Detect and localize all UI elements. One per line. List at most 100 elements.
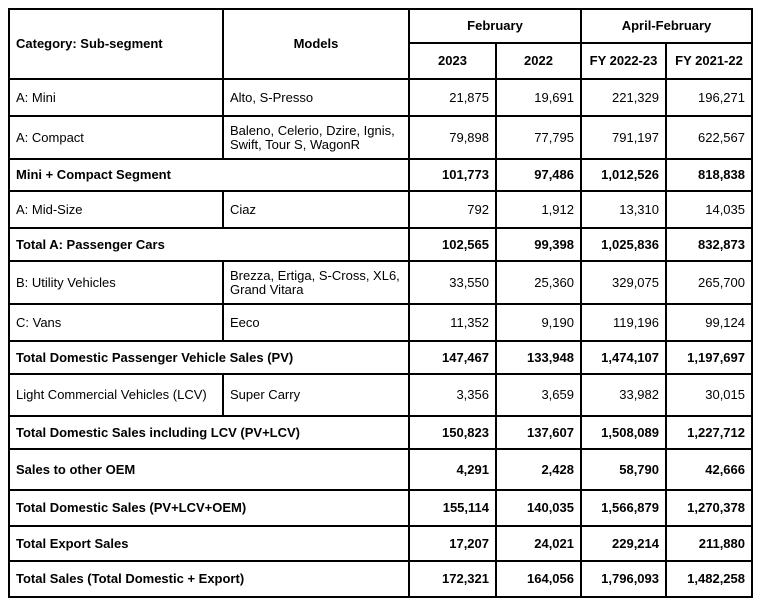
table-row: A: Compact Baleno, Celerio, Dzire, Ignis,… <box>8 115 753 160</box>
value-cell-fy-2022-23: 1,012,526 <box>580 158 667 192</box>
value-cell-feb-2022: 140,035 <box>495 489 582 527</box>
value-cell-feb-2022: 9,190 <box>495 303 582 342</box>
value-cell-feb-2023: 792 <box>408 190 497 229</box>
value-cell-fy-2021-22: 622,567 <box>665 115 753 160</box>
total-row: Mini + Compact Segment 101,773 97,486 1,012… <box>8 158 753 192</box>
total-row: Total Export Sales 17,207 24,021 229,214 211… <box>8 525 753 562</box>
value-cell-fy-2021-22: 196,271 <box>665 78 753 117</box>
header-feb-2023: 2023 <box>408 42 497 80</box>
value-cell-fy-2021-22: 211,880 <box>665 525 753 562</box>
table-row: A: Mini Alto, S-Presso 21,875 19,691 221,329… <box>8 78 753 117</box>
value-cell-feb-2023: 150,823 <box>408 415 497 450</box>
header-row-years: 2023 2022 FY 2022-23 FY 2021-22 <box>9 42 753 80</box>
value-cell-fy-2022-23: 229,214 <box>580 525 667 562</box>
header-group-april-february: April-February <box>580 8 753 44</box>
value-cell-feb-2022: 1,912 <box>495 190 582 229</box>
header-models: Models <box>222 8 410 80</box>
total-row: Total A: Passenger Cars 102,565 99,398 1,02… <box>8 227 753 262</box>
total-label-cell: Mini + Compact Segment <box>8 158 410 192</box>
value-cell-fy-2022-23: 221,329 <box>580 78 667 117</box>
value-cell-fy-2021-22: 265,700 <box>665 260 753 305</box>
category-cell: B: Utility Vehicles <box>8 260 224 305</box>
header-group-february: February <box>408 8 582 44</box>
value-cell-fy-2021-22: 832,873 <box>665 227 753 262</box>
table-header: Category: Sub-segment Models February Ap… <box>8 8 753 80</box>
table-row: C: Vans Eeco 11,352 9,190 119,196 99,124 <box>8 303 753 342</box>
category-cell: C: Vans <box>8 303 224 342</box>
value-cell-feb-2023: 21,875 <box>408 78 497 117</box>
value-cell-fy-2022-23: 1,796,093 <box>580 560 667 598</box>
total-label-cell: Total Domestic Sales (PV+LCV+OEM) <box>8 489 410 527</box>
value-cell-feb-2023: 102,565 <box>408 227 497 262</box>
total-label-cell: Total Domestic Passenger Vehicle Sales (… <box>8 340 410 375</box>
total-label-cell: Sales to other OEM <box>8 448 410 491</box>
total-row: Sales to other OEM 4,291 2,428 58,790 42,666 <box>8 448 753 491</box>
value-cell-feb-2022: 164,056 <box>495 560 582 598</box>
value-cell-feb-2023: 11,352 <box>408 303 497 342</box>
header-category: Category: Sub-segment <box>8 8 224 80</box>
value-cell-feb-2022: 2,428 <box>495 448 582 491</box>
value-cell-feb-2023: 33,550 <box>408 260 497 305</box>
value-cell-fy-2021-22: 1,270,378 <box>665 489 753 527</box>
vehicle-sales-table: Category: Sub-segment Models February Ap… <box>8 8 753 598</box>
header-feb-2022: 2022 <box>495 42 582 80</box>
value-cell-fy-2022-23: 1,474,107 <box>580 340 667 375</box>
header-row-groups: Category: Sub-segment Models February Ap… <box>8 8 753 80</box>
value-cell-fy-2022-23: 33,982 <box>580 373 667 417</box>
value-cell-fy-2022-23: 119,196 <box>580 303 667 342</box>
value-cell-fy-2022-23: 1,566,879 <box>580 489 667 527</box>
value-cell-feb-2023: 155,114 <box>408 489 497 527</box>
category-cell: Light Commercial Vehicles (LCV) <box>8 373 224 417</box>
value-cell-feb-2023: 147,467 <box>408 340 497 375</box>
value-cell-fy-2022-23: 1,025,836 <box>580 227 667 262</box>
value-cell-feb-2022: 99,398 <box>495 227 582 262</box>
value-cell-fy-2021-22: 42,666 <box>665 448 753 491</box>
value-cell-feb-2022: 25,360 <box>495 260 582 305</box>
category-cell: A: Mid-Size <box>8 190 224 229</box>
models-cell: Eeco <box>222 303 410 342</box>
value-cell-feb-2022: 77,795 <box>495 115 582 160</box>
value-cell-fy-2022-23: 329,075 <box>580 260 667 305</box>
table-row: A: Mid-Size Ciaz 792 1,912 13,310 14,035 <box>8 190 753 229</box>
value-cell-feb-2022: 24,021 <box>495 525 582 562</box>
value-cell-feb-2023: 3,356 <box>408 373 497 417</box>
value-cell-fy-2021-22: 1,227,712 <box>665 415 753 450</box>
value-cell-feb-2022: 97,486 <box>495 158 582 192</box>
value-cell-fy-2022-23: 58,790 <box>580 448 667 491</box>
value-cell-fy-2022-23: 13,310 <box>580 190 667 229</box>
value-cell-feb-2023: 79,898 <box>408 115 497 160</box>
table-row: B: Utility Vehicles Brezza, Ertiga, S-Cro… <box>8 260 753 305</box>
value-cell-fy-2022-23: 791,197 <box>580 115 667 160</box>
value-cell-fy-2021-22: 14,035 <box>665 190 753 229</box>
value-cell-feb-2022: 3,659 <box>495 373 582 417</box>
table-body: A: Mini Alto, S-Presso 21,875 19,691 221,329… <box>8 78 753 598</box>
value-cell-feb-2022: 133,948 <box>495 340 582 375</box>
value-cell-fy-2022-23: 1,508,089 <box>580 415 667 450</box>
total-label-cell: Total A: Passenger Cars <box>8 227 410 262</box>
total-label-cell: Total Export Sales <box>8 525 410 562</box>
value-cell-fy-2021-22: 1,197,697 <box>665 340 753 375</box>
table-row: Light Commercial Vehicles (LCV) Super Car… <box>8 373 753 417</box>
category-cell: A: Compact <box>8 115 224 160</box>
value-cell-feb-2023: 17,207 <box>408 525 497 562</box>
header-fy-2022-23: FY 2022-23 <box>580 42 667 80</box>
value-cell-fy-2021-22: 99,124 <box>665 303 753 342</box>
total-row: Total Domestic Sales including LCV (PV+L… <box>8 415 753 450</box>
value-cell-feb-2022: 137,607 <box>495 415 582 450</box>
total-label-cell: Total Sales (Total Domestic + Export) <box>8 560 410 598</box>
value-cell-fy-2021-22: 818,838 <box>665 158 753 192</box>
value-cell-feb-2023: 4,291 <box>408 448 497 491</box>
models-cell: Alto, S-Presso <box>222 78 410 117</box>
value-cell-fy-2021-22: 30,015 <box>665 373 753 417</box>
models-cell: Baleno, Celerio, Dzire, Ignis, Swift, To… <box>222 115 410 160</box>
value-cell-feb-2023: 172,321 <box>408 560 497 598</box>
total-row: Total Domestic Passenger Vehicle Sales (… <box>8 340 753 375</box>
models-cell: Super Carry <box>222 373 410 417</box>
value-cell-feb-2023: 101,773 <box>408 158 497 192</box>
total-row: Total Sales (Total Domestic + Export) 172… <box>8 560 753 598</box>
category-cell: A: Mini <box>8 78 224 117</box>
total-row: Total Domestic Sales (PV+LCV+OEM) 155,114… <box>8 489 753 527</box>
models-cell: Ciaz <box>222 190 410 229</box>
header-fy-2021-22: FY 2021-22 <box>665 42 753 80</box>
value-cell-feb-2022: 19,691 <box>495 78 582 117</box>
